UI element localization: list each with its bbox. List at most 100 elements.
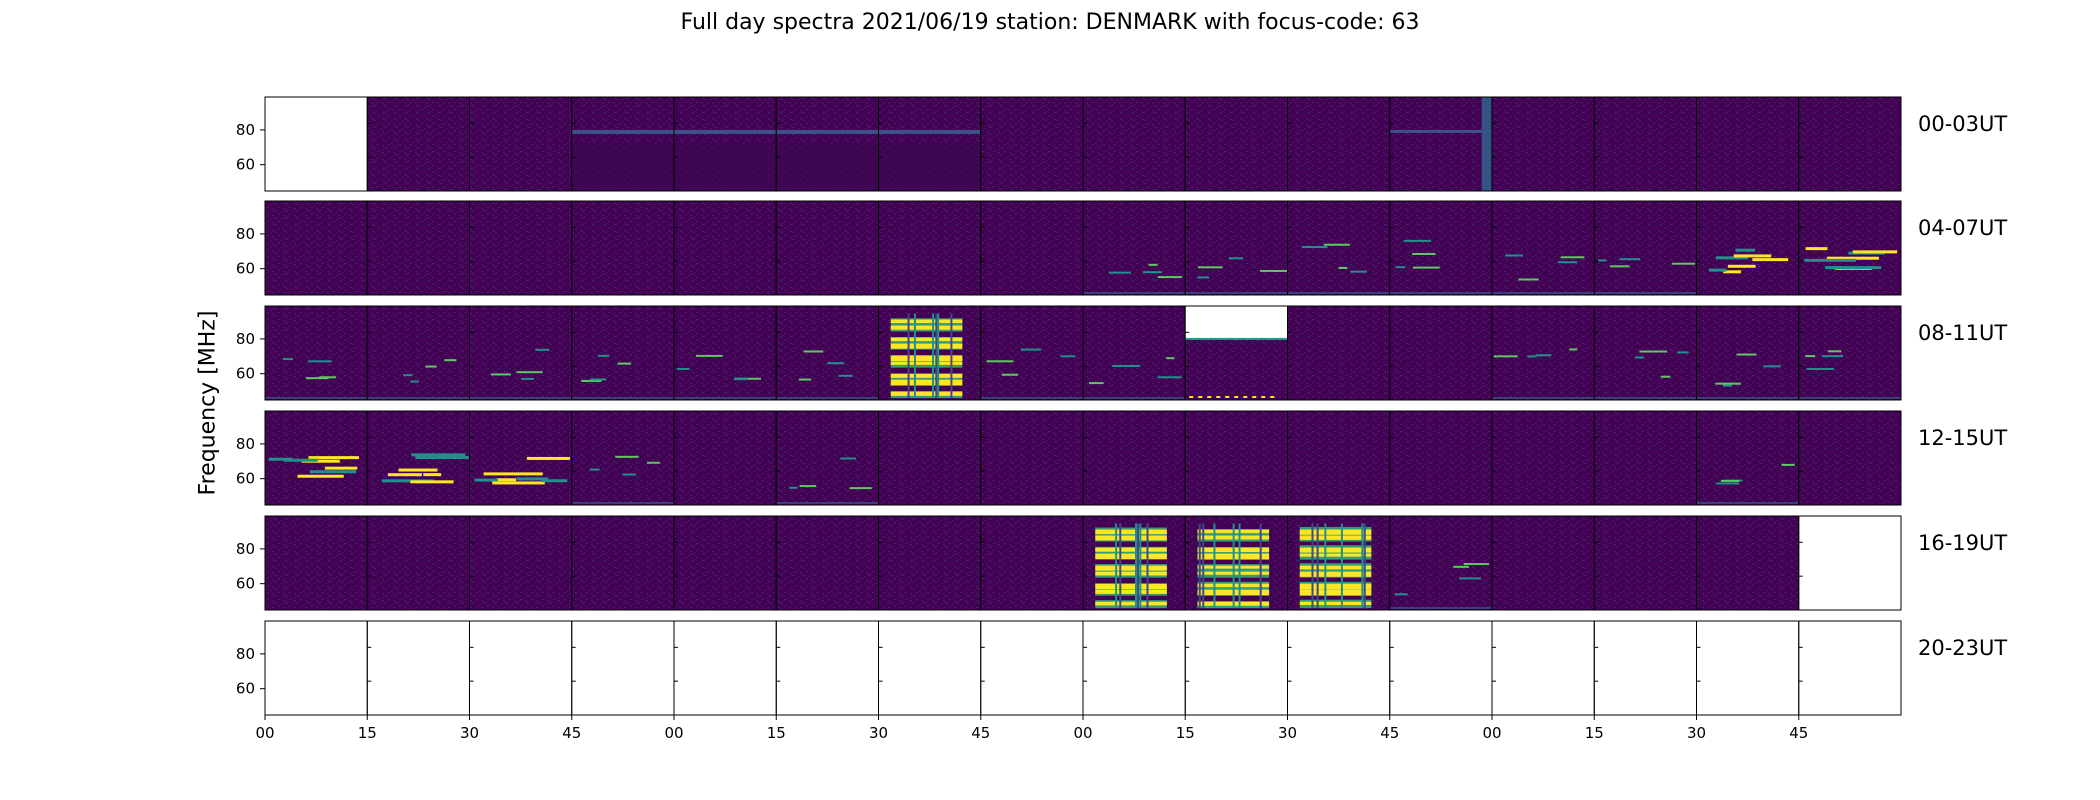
spectrum-panel [980, 200, 1084, 296]
spectrum-panel [366, 305, 470, 401]
spectrum-panel [571, 305, 675, 401]
spectrum-panel [1082, 305, 1186, 401]
y-tick-label: 60 [236, 680, 255, 698]
spectrum-panel [264, 305, 368, 401]
spectrum-panel [1798, 305, 1902, 401]
spectrum-panel [1696, 515, 1800, 611]
row-12-15UT [264, 410, 1902, 506]
spectrum-panel [366, 515, 470, 611]
x-tick-label: 45 [971, 724, 990, 742]
spectrum-panel [1593, 410, 1697, 506]
spectrum-panel [469, 305, 573, 401]
x-tick-label: 45 [1380, 724, 1399, 742]
spectrum-panel [775, 305, 879, 401]
spectrum-panel [1082, 515, 1186, 611]
row-04-07UT [264, 200, 1902, 296]
spectrum-panel [1082, 200, 1186, 296]
spectrum-panel [1389, 96, 1493, 192]
spectrum-panel [264, 96, 368, 192]
spectrum-panel [878, 96, 982, 192]
row-label: 16-19UT [1918, 531, 2007, 555]
spectrum-panel [1184, 96, 1288, 192]
spectrum-panel [878, 620, 982, 716]
spectrum-panel [571, 96, 675, 192]
spectrum-panel [1491, 515, 1595, 611]
row-label: 08-11UT [1918, 321, 2007, 345]
spectrum-panel [673, 410, 777, 506]
spectrum-panel [1389, 305, 1493, 401]
spectrum-panel [878, 200, 982, 296]
x-tick-label: 00 [1482, 724, 1501, 742]
spectrum-panel [1491, 305, 1595, 401]
spectrum-panel [673, 515, 777, 611]
spectrum-panel [1287, 96, 1391, 192]
y-tick-label: 80 [236, 435, 255, 453]
spectrum-panel [1696, 96, 1800, 192]
spectrum-panel [1389, 200, 1493, 296]
spectrum-panel [980, 515, 1084, 611]
spectrum-panel [469, 200, 573, 296]
spectrum-panel [878, 515, 982, 611]
spectrum-panel [469, 620, 573, 716]
spectrum-panel [1491, 96, 1595, 192]
row-20-23UT [264, 620, 1902, 716]
spectrum-panel [1593, 515, 1697, 611]
spectrum-panel [775, 620, 879, 716]
spectrum-panel [469, 96, 573, 192]
spectrum-panel [1389, 410, 1493, 506]
spectrum-panel [264, 410, 368, 506]
spectrum-panel [1593, 200, 1697, 296]
x-tick-label: 15 [358, 724, 377, 742]
row-label: 12-15UT [1918, 426, 2007, 450]
x-tick-label: 15 [1176, 724, 1195, 742]
spectrum-panel [878, 410, 982, 506]
spectrum-panel [775, 200, 879, 296]
spectrum-panel [775, 515, 879, 611]
spectrum-panel [673, 200, 777, 296]
row-00-03UT [264, 96, 1902, 192]
y-tick-label: 60 [236, 260, 255, 278]
y-tick-label: 80 [236, 330, 255, 348]
y-tick-label: 60 [236, 575, 255, 593]
spectrum-panel [1491, 620, 1595, 716]
spectrum-panel [1491, 200, 1595, 296]
y-tick-label: 60 [236, 470, 255, 488]
x-tick-label: 45 [562, 724, 581, 742]
x-tick-label: 00 [255, 724, 274, 742]
spectrum-panel [1287, 305, 1391, 401]
spectrum-panel [1696, 200, 1800, 296]
y-tick-label: 80 [236, 645, 255, 663]
x-tick-label: 00 [1073, 724, 1092, 742]
y-tick-label: 80 [236, 540, 255, 558]
spectrum-panel [1287, 515, 1391, 611]
spectrum-panel [366, 410, 470, 506]
x-tick-label: 15 [767, 724, 786, 742]
spectrum-panel [673, 96, 777, 192]
x-tick-label: 30 [1687, 724, 1706, 742]
x-tick-label: 15 [1585, 724, 1604, 742]
spectrum-panel [1389, 515, 1493, 611]
spectrum-panel [980, 620, 1084, 716]
y-tick-label: 80 [236, 225, 255, 243]
spectrum-panel [264, 200, 368, 296]
spectrum-panel [775, 410, 879, 506]
row-08-11UT [264, 305, 1902, 401]
x-tick-label: 30 [869, 724, 888, 742]
spectrum-panel [1184, 410, 1288, 506]
spectrum-panel [1798, 515, 1902, 611]
panels-layer [264, 96, 1902, 716]
x-tick-label: 45 [1789, 724, 1808, 742]
chart-title: Full day spectra 2021/06/19 station: DEN… [680, 10, 1420, 35]
x-tick-label: 30 [1278, 724, 1297, 742]
spectrum-panel [1082, 620, 1186, 716]
row-label: 20-23UT [1918, 636, 2007, 660]
labels-layer: 80 60 00-03UT 80 60 04-07UT 80 60 08-11UT 80 60 12-… [236, 112, 2007, 742]
spectrum-panel [1389, 620, 1493, 716]
spectrum-panel [1593, 620, 1697, 716]
spectrum-panel [980, 305, 1084, 401]
spectrum-panel [1696, 620, 1800, 716]
spectrum-panel [980, 96, 1084, 192]
y-tick-label: 60 [236, 365, 255, 383]
spectrum-panel [1696, 305, 1800, 401]
